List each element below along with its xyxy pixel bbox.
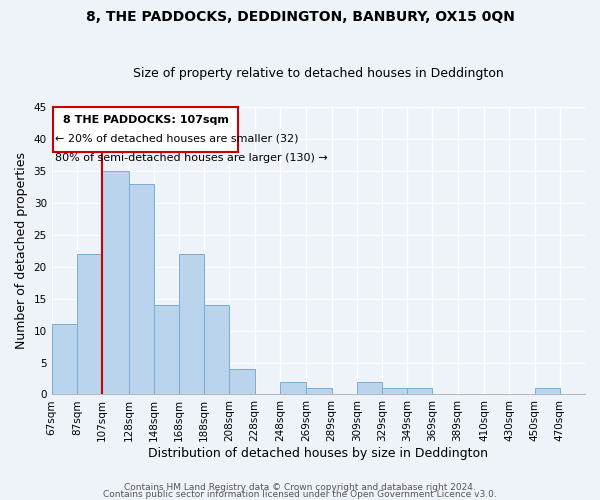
Text: ← 20% of detached houses are smaller (32): ← 20% of detached houses are smaller (32…	[55, 134, 299, 144]
Title: Size of property relative to detached houses in Deddington: Size of property relative to detached ho…	[133, 66, 504, 80]
Bar	[382, 388, 407, 394]
Bar	[179, 254, 204, 394]
Text: 8 THE PADDOCKS: 107sqm: 8 THE PADDOCKS: 107sqm	[62, 114, 229, 124]
FancyBboxPatch shape	[53, 107, 238, 152]
Bar	[357, 382, 382, 394]
Bar	[77, 254, 102, 394]
Bar	[280, 382, 307, 394]
Text: Contains HM Land Registry data © Crown copyright and database right 2024.: Contains HM Land Registry data © Crown c…	[124, 484, 476, 492]
Text: 80% of semi-detached houses are larger (130) →: 80% of semi-detached houses are larger (…	[55, 153, 328, 163]
Bar	[407, 388, 433, 394]
Bar	[229, 369, 254, 394]
Text: Contains public sector information licensed under the Open Government Licence v3: Contains public sector information licen…	[103, 490, 497, 499]
Bar	[52, 324, 77, 394]
Bar	[535, 388, 560, 394]
Text: 8, THE PADDOCKS, DEDDINGTON, BANBURY, OX15 0QN: 8, THE PADDOCKS, DEDDINGTON, BANBURY, OX…	[86, 10, 514, 24]
Bar	[307, 388, 332, 394]
X-axis label: Distribution of detached houses by size in Deddington: Distribution of detached houses by size …	[148, 447, 488, 460]
Bar	[204, 305, 229, 394]
Bar	[102, 171, 128, 394]
Bar	[128, 184, 154, 394]
Y-axis label: Number of detached properties: Number of detached properties	[15, 152, 28, 350]
Bar	[154, 305, 179, 394]
